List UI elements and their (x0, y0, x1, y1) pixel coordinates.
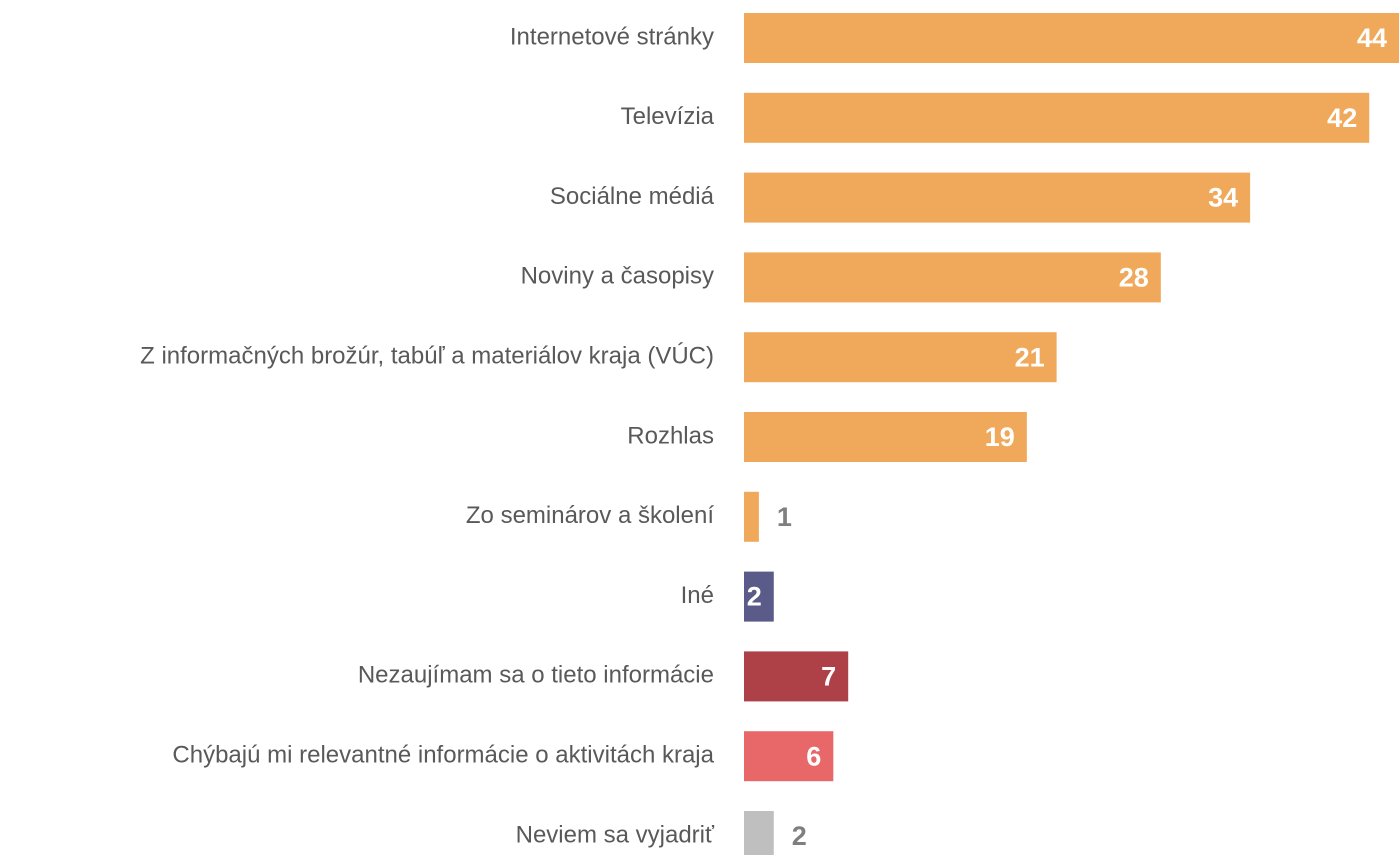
value-label: 34 (1208, 183, 1238, 213)
bar (744, 92, 1370, 143)
category-label: Rozhlas (627, 422, 714, 449)
value-label: 2 (747, 582, 762, 612)
bar (744, 172, 1251, 223)
value-label: 42 (1327, 103, 1357, 133)
bar (744, 491, 759, 542)
value-label: 44 (1357, 23, 1387, 53)
value-label: 28 (1119, 263, 1149, 293)
value-label: 2 (792, 821, 807, 851)
bar (744, 252, 1161, 303)
bar (744, 13, 1399, 63)
category-label: Z informačných brožúr, tabúľ a materiálo… (140, 343, 714, 370)
bar (744, 811, 774, 855)
bar (744, 332, 1057, 383)
category-label: Televízia (621, 103, 715, 130)
category-label: Zo seminárov a školení (466, 502, 714, 529)
value-label: 21 (1015, 342, 1045, 372)
bar (744, 731, 834, 782)
category-label: Nezaujímam sa o tieto informácie (358, 662, 714, 689)
category-label: Iné (681, 582, 714, 609)
bar (744, 571, 774, 622)
bar (744, 651, 849, 702)
value-label: 19 (985, 422, 1015, 452)
category-label: Neviem sa vyjadriť (516, 821, 715, 848)
category-label: Sociálne médiá (550, 183, 715, 210)
value-label: 1 (777, 502, 792, 532)
category-label: Noviny a časopisy (521, 263, 714, 290)
bar (744, 412, 1027, 462)
category-label: Internetové stránky (510, 23, 714, 50)
category-label: Chýbajú mi relevantné informácie o aktiv… (172, 742, 714, 769)
value-label: 7 (821, 662, 836, 692)
value-label: 6 (806, 741, 821, 771)
